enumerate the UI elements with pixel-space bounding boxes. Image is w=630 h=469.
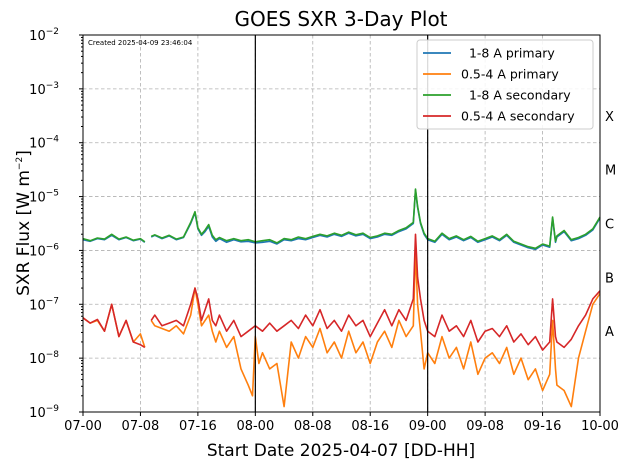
legend: 1-8 A primary 0.5-4 A primary 1-8 A secon… bbox=[416, 39, 594, 130]
y-tick-label: 10−4 bbox=[29, 135, 59, 152]
y-tick-label: 10−7 bbox=[29, 296, 59, 313]
y-tick-exponent: −9 bbox=[46, 404, 60, 414]
y-tick-exponent: −7 bbox=[46, 296, 59, 306]
y-tick-exponent: −5 bbox=[46, 189, 59, 199]
y-axis-label-main: SXR Flux [W m bbox=[14, 170, 34, 296]
y-axis-label: SXR Flux [W m−2] bbox=[14, 150, 34, 296]
legend-label: 0.5-4 A primary bbox=[461, 67, 559, 82]
plot-frame bbox=[82, 34, 601, 413]
x-tick-label: 07-00 bbox=[64, 419, 102, 434]
legend-label: 0.5-4 A secondary bbox=[461, 109, 575, 124]
series-line bbox=[82, 249, 601, 408]
series-line bbox=[82, 189, 601, 251]
created-note: Created 2025-04-09 23:46:04 bbox=[88, 39, 193, 47]
y-tick-exponent: −6 bbox=[46, 242, 60, 252]
x-tick-label: 07-16 bbox=[179, 419, 217, 434]
x-axis-label: Start Date 2025-04-07 [DD-HH] bbox=[207, 441, 475, 461]
y-axis-label-close: ] bbox=[14, 150, 34, 157]
x-tick-label: 09-08 bbox=[466, 419, 504, 434]
x-tick-label: 08-00 bbox=[236, 419, 274, 434]
y-tick-exponent: −2 bbox=[46, 27, 59, 37]
flare-class-label: M bbox=[605, 164, 616, 179]
legend-box bbox=[416, 39, 594, 130]
x-tick-label: 08-08 bbox=[294, 419, 332, 434]
y-tick-label: 10−8 bbox=[29, 350, 59, 367]
legend-label: 1-8 A secondary bbox=[461, 88, 571, 103]
class-labels: X M C B A bbox=[605, 110, 616, 340]
y-tick-exponent: −8 bbox=[46, 350, 60, 360]
x-tick-label: 09-16 bbox=[524, 419, 562, 434]
x-tick-label: 10-00 bbox=[581, 419, 619, 434]
flare-class-label: A bbox=[605, 325, 614, 340]
x-tick-label: 07-08 bbox=[122, 419, 160, 434]
x-tick-label: 09-00 bbox=[409, 419, 447, 434]
legend-label: 1-8 A primary bbox=[461, 46, 555, 61]
y-tick-exponent: −3 bbox=[46, 81, 59, 91]
flare-class-label: C bbox=[605, 218, 614, 233]
series-layer bbox=[82, 188, 601, 408]
y-tick-exponent: −4 bbox=[46, 135, 60, 145]
y-tick-label: 10−3 bbox=[29, 81, 59, 98]
flare-class-label: X bbox=[605, 110, 614, 125]
y-axis-label-exponent: −2 bbox=[15, 157, 25, 170]
ticks-layer: 07-00 07-08 07-16 08-00 08-08 08-16 09-00 09-08… bbox=[29, 27, 619, 434]
series-line bbox=[82, 233, 601, 351]
x-tick-label: 08-16 bbox=[351, 419, 389, 434]
flare-class-label: B bbox=[605, 271, 614, 286]
y-tick-label: 10−2 bbox=[29, 27, 59, 44]
series-line bbox=[82, 188, 601, 250]
chart-title: GOES SXR 3-Day Plot bbox=[234, 7, 447, 31]
y-tick-label: 10−9 bbox=[29, 404, 59, 421]
